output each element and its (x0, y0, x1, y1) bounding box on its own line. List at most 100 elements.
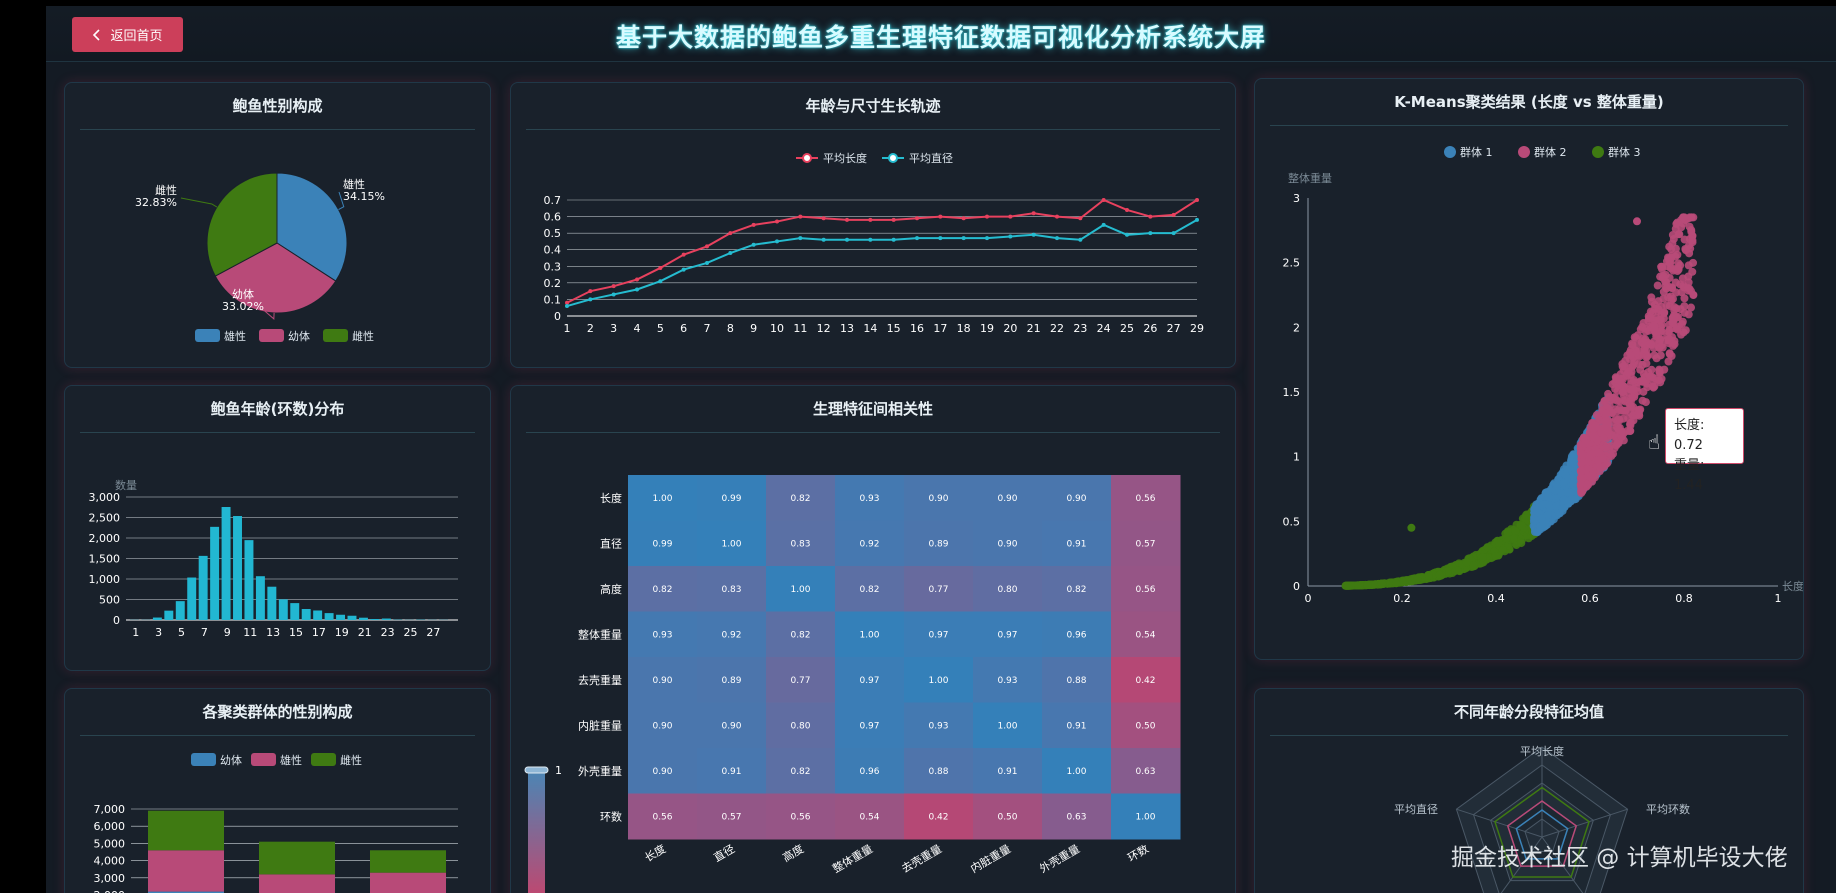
scatter-point (1642, 359, 1651, 368)
y-tick-label: 0.3 (544, 260, 562, 273)
x-tick-label: 7 (704, 322, 711, 335)
scatter-point (1680, 294, 1689, 303)
pie-label-percent: 33.02% (222, 300, 264, 313)
y-tick-label: 2.5 (1283, 257, 1301, 270)
heatmap-value: 0.57 (721, 812, 741, 822)
y-tick-label: 4,000 (94, 855, 126, 868)
heatmap-value: 0.82 (790, 767, 810, 777)
heatmap-value: 0.97 (997, 630, 1017, 640)
scatter-point (1561, 470, 1570, 479)
heatmap-cell (835, 475, 905, 521)
series-point (705, 260, 709, 265)
heatmap-value: 1.00 (997, 721, 1017, 731)
pointer-cursor-icon: ☝ (1648, 430, 1661, 454)
scatter-point (1413, 574, 1422, 583)
scatter-point (1353, 581, 1362, 590)
hist-bar (210, 526, 220, 620)
heatmap-value: 0.92 (721, 630, 741, 640)
scatter-point (1593, 435, 1602, 444)
scatter-point (1600, 396, 1609, 405)
heatmap-value: 0.50 (997, 812, 1017, 822)
heatmap-cell (697, 475, 767, 521)
series-point (798, 214, 803, 219)
scatter-point (1606, 450, 1615, 459)
x-tick-label: 4 (634, 322, 641, 335)
x-tick-label: 26 (1143, 322, 1157, 335)
radar-series (1515, 809, 1569, 860)
scatter-point (1681, 246, 1690, 255)
x-tick-label: 1 (132, 626, 139, 639)
heatmap-value: 0.57 (1135, 539, 1155, 549)
stack-segment-雌性 (370, 850, 446, 873)
scatter-point (1569, 450, 1578, 459)
x-tick-label: 1 (564, 322, 571, 335)
heatmap-cell (904, 475, 974, 521)
scatter-point (1370, 580, 1379, 589)
scatter-point (1638, 376, 1647, 385)
scatter-point (1669, 316, 1678, 325)
y-tick-label: 3,000 (89, 491, 121, 504)
back-home-button[interactable]: 返回首页 (72, 17, 183, 52)
col-label: 内脏重量 (968, 841, 1013, 875)
series-point (1148, 214, 1153, 219)
x-tick-label: 13 (840, 322, 854, 335)
heatmap-cell (628, 475, 698, 521)
heatmap-cell (697, 748, 767, 794)
heatmap-cell (835, 748, 905, 794)
heatmap-cell (766, 702, 836, 749)
scatter-point (1689, 291, 1698, 299)
y-tick-label: 1,500 (89, 553, 121, 566)
x-tick-label: 5 (178, 626, 185, 639)
y-tick-label: 1,000 (89, 573, 121, 586)
col-label: 环数 (1125, 842, 1151, 864)
corr-heatmap-chart[interactable]: 长度 1.00 0.99 0.82 0.93 0.90 0.90 0.90 0.56 直径 0.99… (511, 386, 1236, 893)
col-label: 直径 (711, 841, 737, 864)
series-point (985, 214, 989, 219)
cluster-sex-chart[interactable]: 幼体 雄性 雌性 2,000 3,000 4,000 5,000 6,000 7,000 (65, 689, 491, 893)
sex-pie-title: 鲍鱼性别构成 (80, 83, 475, 130)
series-point (1195, 217, 1199, 222)
hist-bar (324, 613, 334, 620)
y-tick-label: 0.7 (544, 194, 562, 207)
legend-label: 平均长度 (823, 151, 867, 165)
series-point (1125, 232, 1129, 237)
series-point (821, 216, 826, 221)
radar-axis (1456, 808, 1543, 838)
heatmap-cell (904, 748, 974, 794)
heatmap-cell (697, 793, 767, 840)
legend-label: 雄性 (224, 329, 246, 343)
heatmap-cell (766, 475, 836, 521)
scatter-point (1612, 375, 1621, 384)
y-axis-label: 整体重量 (1288, 171, 1332, 185)
heatmap-value: 0.96 (1066, 630, 1086, 640)
heatmap-cell (766, 611, 836, 658)
cluster-sex-panel: 各聚类群体的性别构成 幼体 雄性 雌性 2,000 3,000 4,000 5,000 6,0… (64, 688, 491, 893)
series-point (635, 287, 639, 292)
scatter-point (1688, 267, 1697, 276)
x-tick-label: 11 (793, 322, 807, 335)
heatmap-cell (628, 611, 698, 658)
scatter-point (1453, 566, 1462, 575)
x-tick-label: 0.6 (1581, 592, 1599, 605)
heatmap-value: 0.56 (1135, 585, 1155, 595)
scatter-point (1684, 278, 1693, 287)
col-label: 高度 (780, 841, 806, 864)
dashboard-screen: 返回首页 基于大数据的鲍鱼多重生理特征数据可视化分析系统大屏 鲍鱼性别构成 雄性… (46, 6, 1836, 893)
scatter-point (1592, 411, 1601, 420)
heatmap-cell (1042, 702, 1112, 749)
stack-segment-雌性 (259, 841, 335, 875)
heatmap-cell (1042, 520, 1112, 567)
heatmap-value: 0.91 (1066, 721, 1086, 731)
scatter-point (1552, 485, 1561, 494)
row-label: 去壳重量 (578, 673, 622, 687)
hist-bar (370, 619, 380, 620)
scatter-point (1679, 328, 1688, 337)
scatter-point (1635, 411, 1644, 420)
scatter-point (1647, 293, 1656, 302)
legend-label: 雌性 (352, 329, 374, 343)
